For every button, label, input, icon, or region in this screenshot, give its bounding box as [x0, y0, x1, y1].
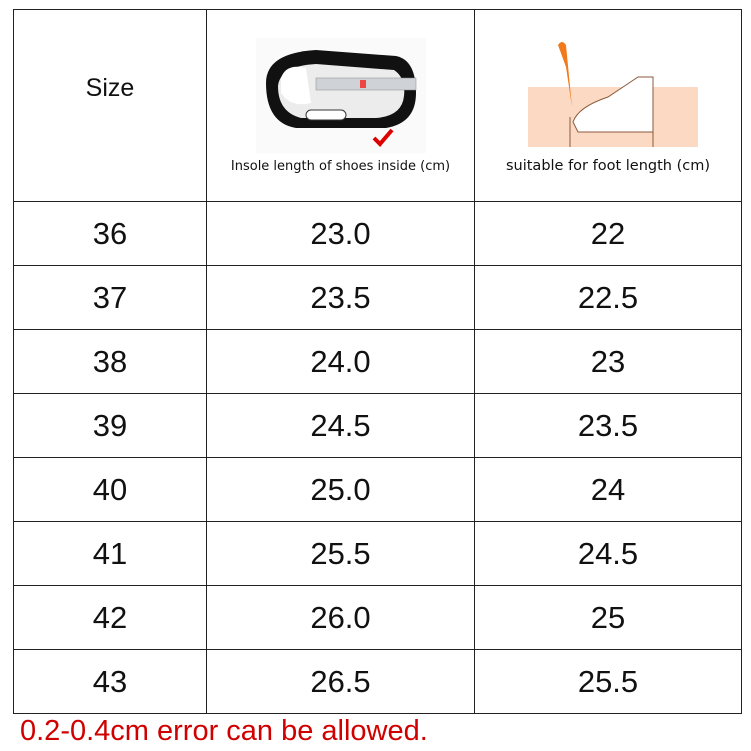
- size-cell: 37: [13, 265, 207, 330]
- table-row: 43 26.5 25.5: [13, 649, 742, 714]
- size-cell: 38: [13, 329, 207, 394]
- table-row: 38 24.0 23: [13, 329, 742, 394]
- foot-cell: 24: [474, 457, 742, 522]
- header-size: Size: [13, 9, 207, 202]
- size-cell: 42: [13, 585, 207, 650]
- foot-cell: 22: [474, 201, 742, 266]
- size-cell: 36: [13, 201, 207, 266]
- header-row: Size Insole length of shoes inside (cm): [13, 9, 742, 202]
- header-foot: suitable for foot length (cm): [474, 9, 742, 202]
- header-insole-label: Insole length of shoes inside (cm): [230, 158, 451, 174]
- foot-measure-image: [528, 42, 698, 147]
- size-chart-table: Size Insole length of shoes inside (cm): [13, 9, 742, 714]
- size-cell: 41: [13, 521, 207, 586]
- insole-cell: 24.5: [206, 393, 475, 458]
- table-row: 36 23.0 22: [13, 201, 742, 266]
- foot-cell: 22.5: [474, 265, 742, 330]
- size-cell: 40: [13, 457, 207, 522]
- table-row: 37 23.5 22.5: [13, 265, 742, 330]
- insole-cell: 23.5: [206, 265, 475, 330]
- shoe-insole-measure-image: [255, 37, 426, 153]
- foot-cell: 23: [474, 329, 742, 394]
- foot-cell: 23.5: [474, 393, 742, 458]
- insole-cell: 23.0: [206, 201, 475, 266]
- foot-cell: 25.5: [474, 649, 742, 714]
- table-row: 42 26.0 25: [13, 585, 742, 650]
- header-insole: Insole length of shoes inside (cm): [206, 9, 475, 202]
- insole-cell: 25.0: [206, 457, 475, 522]
- header-foot-label: suitable for foot length (cm): [505, 158, 711, 174]
- foot-cell: 25: [474, 585, 742, 650]
- insole-cell: 26.5: [206, 649, 475, 714]
- table-row: 39 24.5 23.5: [13, 393, 742, 458]
- insole-cell: 26.0: [206, 585, 475, 650]
- size-cell: 39: [13, 393, 207, 458]
- foot-cell: 24.5: [474, 521, 742, 586]
- tolerance-note: 0.2-0.4cm error can be allowed.: [20, 715, 428, 747]
- table-row: 40 25.0 24: [13, 457, 742, 522]
- insole-cell: 24.0: [206, 329, 475, 394]
- insole-cell: 25.5: [206, 521, 475, 586]
- table-row: 41 25.5 24.5: [13, 521, 742, 586]
- size-cell: 43: [13, 649, 207, 714]
